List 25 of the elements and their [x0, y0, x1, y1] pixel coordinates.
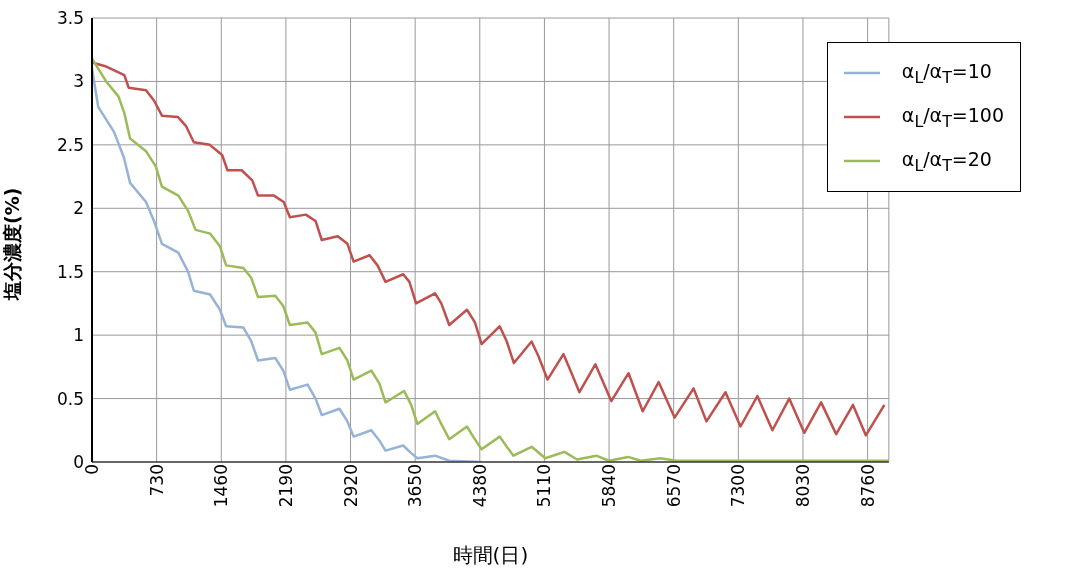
- x-tick-label: 6570: [663, 464, 684, 508]
- legend-label: α$_{L}$/α$_{T}$=10: [901, 59, 992, 87]
- x-tick-label: 2190: [275, 464, 296, 508]
- y-tick-label: 0.5: [56, 388, 84, 409]
- x-axis-title: 時間(日): [452, 543, 529, 567]
- legend-label: α$_{L}$/α$_{T}$=100: [901, 103, 1004, 131]
- x-tick-label: 1460: [211, 464, 232, 508]
- y-tick-label: 2: [73, 198, 84, 219]
- x-tick-label: 5110: [534, 464, 555, 508]
- y-tick-label: 3: [73, 71, 84, 92]
- y-tick-label: 1: [73, 325, 84, 346]
- x-tick-label: 2920: [340, 464, 361, 508]
- x-tick-label: 8030: [793, 464, 814, 508]
- y-tick-label: 3.5: [56, 8, 84, 29]
- y-tick-label: 1.5: [56, 261, 84, 282]
- x-tick-label: 4380: [469, 464, 490, 508]
- x-tick-label: 7300: [728, 464, 749, 508]
- y-axis-title: 塩分濃度(%): [0, 187, 23, 301]
- x-tick-label: 730: [146, 464, 167, 497]
- y-tick-label: 2.5: [56, 134, 84, 155]
- x-tick-label: 8760: [857, 464, 878, 508]
- x-tick-label: 5840: [599, 464, 620, 508]
- x-tick-label: 3650: [405, 464, 426, 508]
- x-tick-label: 0: [82, 464, 103, 475]
- legend-label: α$_{L}$/α$_{T}$=20: [901, 147, 992, 175]
